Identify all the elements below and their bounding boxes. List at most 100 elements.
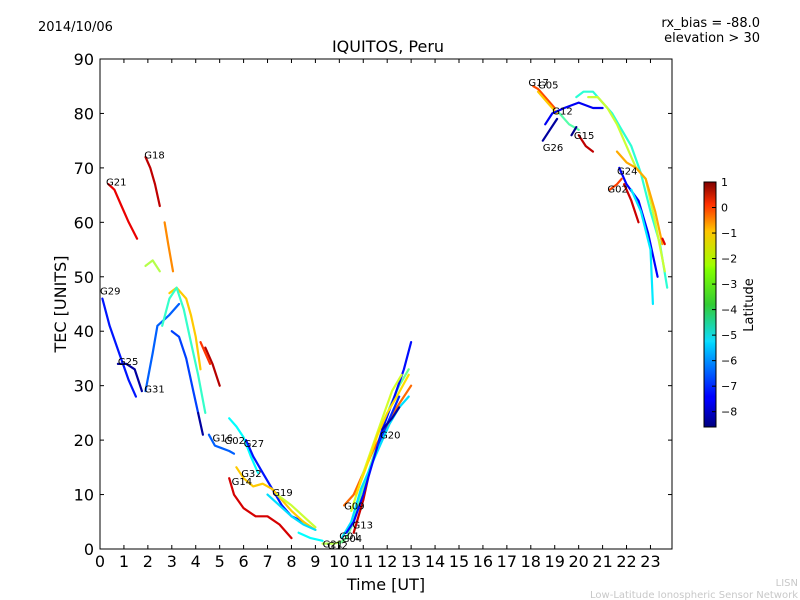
y-ticks: 0 10 20 30 40 50 60 70 80 90 — [74, 50, 672, 559]
colorbar-label: Latitude — [742, 278, 757, 332]
series-go1 — [199, 341, 212, 365]
data-layer — [101, 85, 669, 545]
series-gy2 — [615, 150, 664, 246]
colorbar-tick-label: 1 — [721, 176, 728, 189]
satellite-label-g24: G24 — [617, 167, 637, 178]
colorbar-tick-label: −5 — [721, 329, 737, 342]
series-g02 — [228, 417, 260, 474]
series-gblue2 — [197, 411, 204, 436]
x-tick-label: 20 — [568, 552, 588, 571]
series-g21 — [107, 183, 139, 240]
satellite-label-g13: G13 — [353, 521, 373, 532]
colorbar-tick-label: −8 — [721, 406, 737, 419]
satellite-label-g26: G26 — [543, 143, 563, 154]
satellite-label-g12: G12 — [552, 107, 572, 118]
series-g24b — [630, 188, 655, 306]
colorbar-tick-label: −4 — [721, 304, 737, 317]
satellite-label-g25: G25 — [118, 357, 138, 368]
series-g29 — [101, 297, 137, 398]
series-g16 — [207, 433, 236, 455]
satellite-label-g14: G14 — [232, 477, 252, 488]
colorbar — [703, 181, 717, 428]
x-tick-label: 23 — [640, 552, 660, 571]
series-g17 — [532, 85, 556, 110]
colorbar-tick-label: −7 — [721, 380, 737, 393]
satellite-label-g02: G02 — [225, 436, 245, 447]
y-tick-label: 60 — [74, 213, 94, 232]
satellite-label-g17: G17 — [528, 78, 548, 89]
y-tick-label: 90 — [74, 50, 94, 69]
colorbar-tick-label: −3 — [721, 278, 737, 291]
x-tick-label: 13 — [401, 552, 421, 571]
satellite-label-g18: G18 — [144, 150, 164, 161]
x-tick-label: 12 — [377, 552, 397, 571]
x-tick-label: 11 — [353, 552, 373, 571]
x-tick-label: 9 — [310, 552, 320, 571]
x-tick-label: 4 — [191, 552, 201, 571]
satellite-label-g16: G16 — [213, 433, 233, 444]
x-tick-label: 7 — [262, 552, 272, 571]
series-g32 — [235, 466, 317, 532]
rx-bias-label: rx_bias = -88.0 — [661, 16, 760, 31]
series-g15r — [577, 134, 595, 153]
series-g05 — [536, 90, 559, 115]
x-tick-label: 18 — [521, 552, 541, 571]
y-axis-label: TEC [UNITS] — [51, 256, 70, 354]
colorbar-tick-label: −1 — [721, 227, 737, 240]
x-tick-label: 14 — [425, 552, 445, 571]
series-g15 — [570, 125, 578, 137]
x-tick-label: 21 — [592, 552, 612, 571]
series-g19b — [276, 493, 317, 529]
colorbar-ticks: 1 0 −1 −2 −3 −4 −5 −6 −7 −8 — [712, 176, 737, 419]
series-gr1 — [204, 346, 221, 387]
colorbar-tick-label: −2 — [721, 253, 737, 266]
watermark-lisn: LISN — [776, 578, 798, 589]
series-g21n — [297, 531, 324, 542]
series-g02e — [622, 183, 640, 224]
x-axis-label: Time [UT] — [346, 575, 425, 594]
satellite-label-g01: G01 — [339, 531, 359, 542]
series-gg2 — [575, 90, 669, 289]
satellite-label-g21: G21 — [323, 540, 343, 551]
x-tick-label: 16 — [473, 552, 493, 571]
x-tick-label: 3 — [167, 552, 177, 571]
series-gg2b — [587, 95, 666, 273]
satellite-label-g05: G05 — [538, 81, 558, 92]
series-g02eo — [608, 177, 623, 191]
satellite-label-g31: G31 — [144, 384, 164, 395]
satellite-label-g02: G02 — [607, 185, 627, 196]
series-g14 — [228, 477, 293, 540]
y-tick-label: 30 — [74, 377, 94, 396]
satellite-label-g15: G15 — [574, 131, 594, 142]
y-tick-label: 70 — [74, 159, 94, 178]
x-tick-label: 0 — [95, 552, 105, 571]
x-tick-label: 22 — [616, 552, 636, 571]
colorbar-tick-label: 0 — [721, 202, 728, 215]
series-gg1 — [161, 286, 207, 414]
series-g20d — [381, 406, 401, 431]
y-tick-label: 10 — [74, 486, 94, 505]
chart-title: IQUITOS, Peru — [332, 37, 444, 56]
satellite-label-g21: G21 — [106, 178, 126, 189]
y-tick-label: 50 — [74, 268, 94, 287]
series-g18 — [144, 155, 161, 208]
satellite-label-g12: G12 — [327, 541, 347, 552]
series-g26 — [544, 101, 604, 126]
x-tick-label: 1 — [119, 552, 129, 571]
series-g18b — [163, 221, 175, 273]
satellite-labels: G21G18G29G25G31G16G02G27G32G14G19G09G13G… — [100, 78, 637, 552]
plot-frame — [99, 58, 673, 550]
series-gblue — [170, 330, 200, 414]
x-tick-label: 17 — [497, 552, 517, 571]
series-g19 — [266, 493, 317, 532]
x-ticks: 0 1 2 3 4 5 6 7 8 9 10 11 12 13 14 15 16 17 18 19 20 21 22 23 — [95, 59, 661, 571]
series-g20b — [355, 373, 410, 496]
y-tick-label: 20 — [74, 431, 94, 450]
x-tick-label: 8 — [286, 552, 296, 571]
series-g24 — [618, 166, 659, 278]
series-g25 — [116, 362, 143, 393]
satellite-label-g09: G09 — [344, 501, 364, 512]
x-tick-label: 19 — [545, 552, 565, 571]
satellite-label-g19: G19 — [272, 488, 292, 499]
